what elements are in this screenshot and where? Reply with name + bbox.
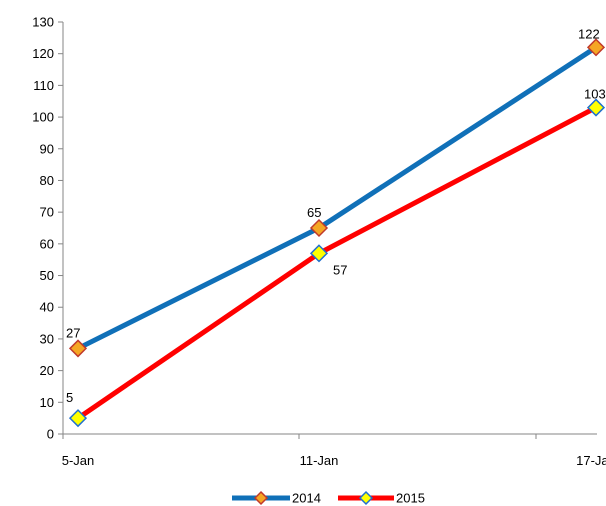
y-tick-label: 20 [40, 363, 54, 378]
x-tick-label: 5-Jan [62, 453, 95, 468]
data-label-2014: 27 [66, 325, 80, 340]
y-tick-label: 40 [40, 300, 54, 315]
data-label-2014: 65 [307, 205, 321, 220]
data-label-2015: 57 [333, 262, 347, 277]
y-tick-label: 70 [40, 205, 54, 220]
legend-label: 2015 [396, 491, 425, 506]
legend-swatch-marker [358, 490, 374, 506]
data-point-2014 [586, 38, 606, 57]
y-tick-label: 100 [32, 110, 54, 125]
data-labels: 27 65 122 5 57 103 [66, 26, 606, 405]
x-tick-label: 17-Jan [576, 453, 606, 468]
data-label-2015: 103 [584, 87, 606, 102]
y-tick-label: 110 [33, 78, 54, 93]
data-point-2015 [309, 244, 329, 263]
y-tick-label: 50 [40, 268, 54, 283]
data-point-2014 [309, 218, 329, 238]
y-tick-label: 0 [47, 427, 54, 442]
series-line-2014 [76, 45, 598, 351]
y-tick-label: 30 [40, 331, 54, 346]
y-tick-label: 80 [40, 173, 54, 188]
data-point-2015 [68, 409, 88, 428]
legend-swatch-marker [253, 490, 269, 506]
data-label-2015: 5 [66, 390, 73, 405]
data-point-2014 [68, 339, 88, 358]
y-tick-label: 90 [40, 141, 54, 156]
legend-label: 2014 [292, 491, 321, 506]
y-tick-label: 130 [32, 15, 54, 30]
series-lines [68, 38, 606, 428]
x-tick-label: 11-Jan [300, 453, 339, 468]
data-point-2015 [586, 98, 606, 117]
y-tick-label: 10 [40, 395, 54, 410]
data-label-2014: 122 [578, 26, 600, 41]
y-tick-label: 120 [32, 46, 54, 61]
y-tick-label: 60 [40, 236, 54, 251]
legend: 2014 2015 [232, 491, 425, 506]
axes: 0 10 20 30 40 50 60 70 80 90 100 110 120 130 5-Jan 11-J… [32, 15, 606, 469]
